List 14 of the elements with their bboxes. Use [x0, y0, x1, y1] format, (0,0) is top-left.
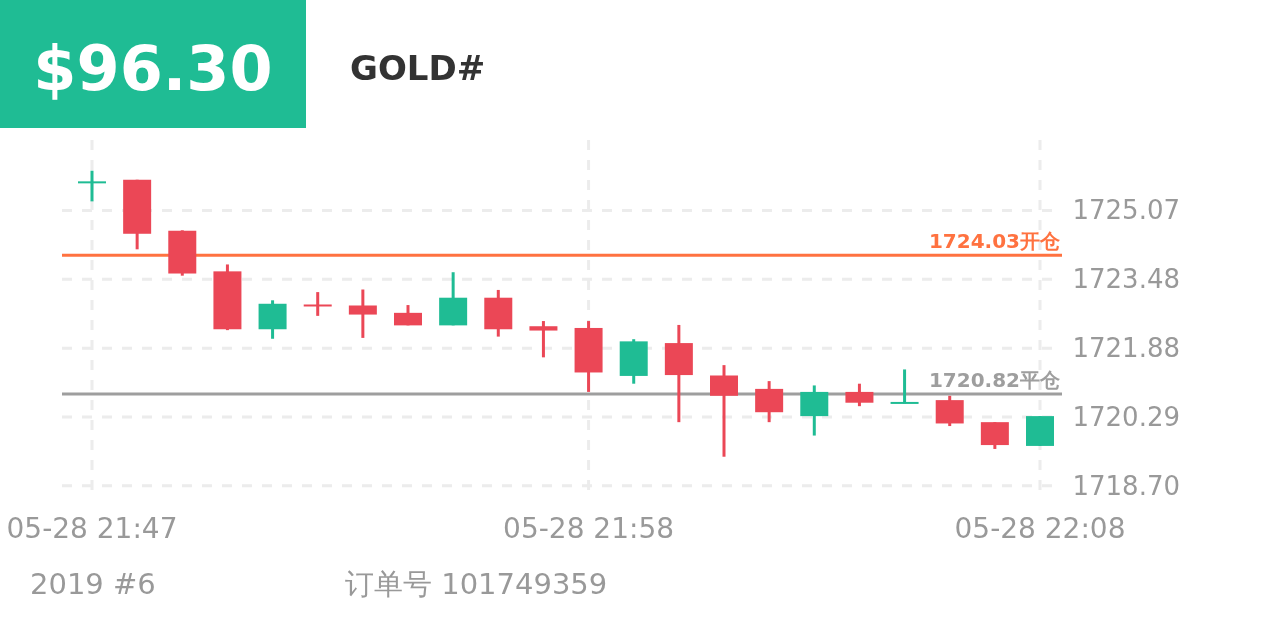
- title: GOLD#: [350, 48, 486, 88]
- annotation: 2019 #6: [30, 567, 156, 601]
- ref-label: 1724.03开仓: [928, 229, 1060, 254]
- ytick: 1720.29: [1072, 402, 1180, 432]
- ytick: 1725.07: [1072, 195, 1180, 226]
- ytick: 1718.70: [1072, 470, 1180, 501]
- ref-label: 1720.82平仓: [928, 368, 1060, 393]
- annotation: $96.30: [33, 32, 273, 105]
- ytick: 1723.48: [1072, 264, 1180, 295]
- xtick: 05-28 21:47: [6, 512, 178, 545]
- xtick: 05-28 21:58: [503, 512, 675, 545]
- xtick: 05-28 22:08: [954, 512, 1126, 545]
- ytick: 1721.88: [1072, 333, 1180, 364]
- annotation: 订单号 101749359: [345, 567, 608, 601]
